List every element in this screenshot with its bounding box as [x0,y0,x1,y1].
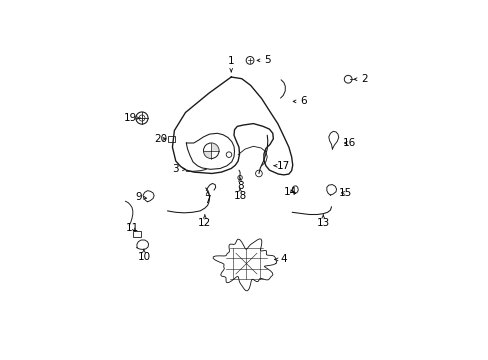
Text: 12: 12 [198,215,211,228]
Text: 6: 6 [293,96,306,107]
Text: 8: 8 [236,178,243,191]
Text: 17: 17 [274,161,290,171]
Text: 10: 10 [137,249,150,262]
Wedge shape [203,151,211,158]
Text: 1: 1 [227,56,234,72]
Text: 20: 20 [154,134,167,144]
Text: 9: 9 [136,192,146,202]
Text: 18: 18 [233,188,246,201]
Text: 5: 5 [257,55,270,66]
Text: 2: 2 [353,74,367,84]
Text: 4: 4 [274,255,286,264]
Text: 16: 16 [342,138,355,148]
Bar [133,231,141,237]
Text: 19: 19 [124,113,140,123]
Text: 13: 13 [316,215,329,228]
Text: 7: 7 [204,192,210,205]
Text: 15: 15 [338,188,351,198]
Text: 11: 11 [126,222,139,233]
Wedge shape [211,143,219,151]
Text: 3: 3 [172,164,185,174]
Text: 14: 14 [284,186,297,197]
